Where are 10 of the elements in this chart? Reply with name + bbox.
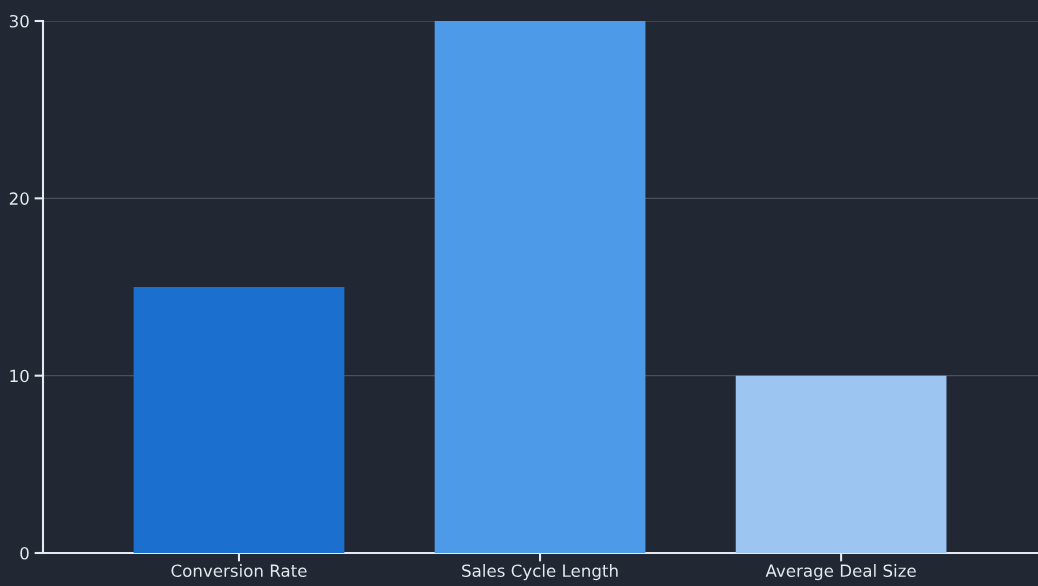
x-tick-label: Conversion Rate	[171, 564, 307, 578]
bar	[434, 21, 646, 553]
y-tick-label: 30	[9, 14, 29, 28]
y-tick-label: 20	[9, 192, 29, 205]
x-tick-label: Sales Cycle Length	[462, 564, 618, 581]
bar	[133, 287, 345, 553]
y-tick-label: 10	[10, 369, 29, 383]
bar	[735, 375, 947, 553]
y-tick-label: 0	[20, 546, 29, 560]
x-tick-label: Average Deal Size	[765, 564, 916, 581]
